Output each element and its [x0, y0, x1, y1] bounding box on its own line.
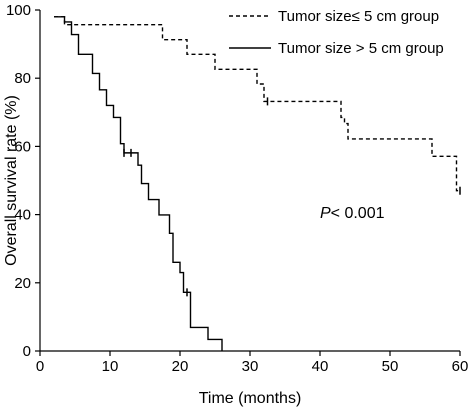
axes: 0 10 20 30 40 50 60 0 20 40 60 80 100	[6, 2, 468, 375]
legend: Tumor size≤ 5 cm group Tumor size > 5 cm …	[229, 8, 444, 57]
x-tick-label: 50	[382, 358, 399, 375]
p-value-text: < 0.001	[331, 205, 385, 222]
y-tick-label: 20	[14, 275, 31, 292]
series-line-1	[54, 16, 460, 192]
y-axis-title: Overall survival rate (%)	[3, 95, 20, 266]
y-tick-label: 40	[14, 207, 31, 224]
p-value-annotation: P< 0.001	[320, 205, 385, 222]
x-tick-label: 10	[102, 358, 119, 375]
legend-label-1: Tumor size≤ 5 cm group	[278, 8, 439, 25]
y-tick-label: 0	[23, 343, 31, 360]
series-line-2	[54, 16, 223, 351]
y-tick-label: 80	[14, 70, 31, 87]
x-tick-label: 60	[452, 358, 469, 375]
y-tick-label: 100	[6, 2, 31, 19]
x-tick-label: 40	[312, 358, 329, 375]
x-tick-label: 0	[36, 358, 44, 375]
legend-label-2: Tumor size > 5 cm group	[278, 40, 444, 57]
y-tick-label: 60	[14, 138, 31, 155]
series-layer	[54, 16, 461, 351]
x-axis-title: Time (months)	[199, 390, 302, 407]
x-tick-label: 20	[172, 358, 189, 375]
p-value-symbol: P	[320, 205, 331, 222]
x-tick-label: 30	[242, 358, 259, 375]
